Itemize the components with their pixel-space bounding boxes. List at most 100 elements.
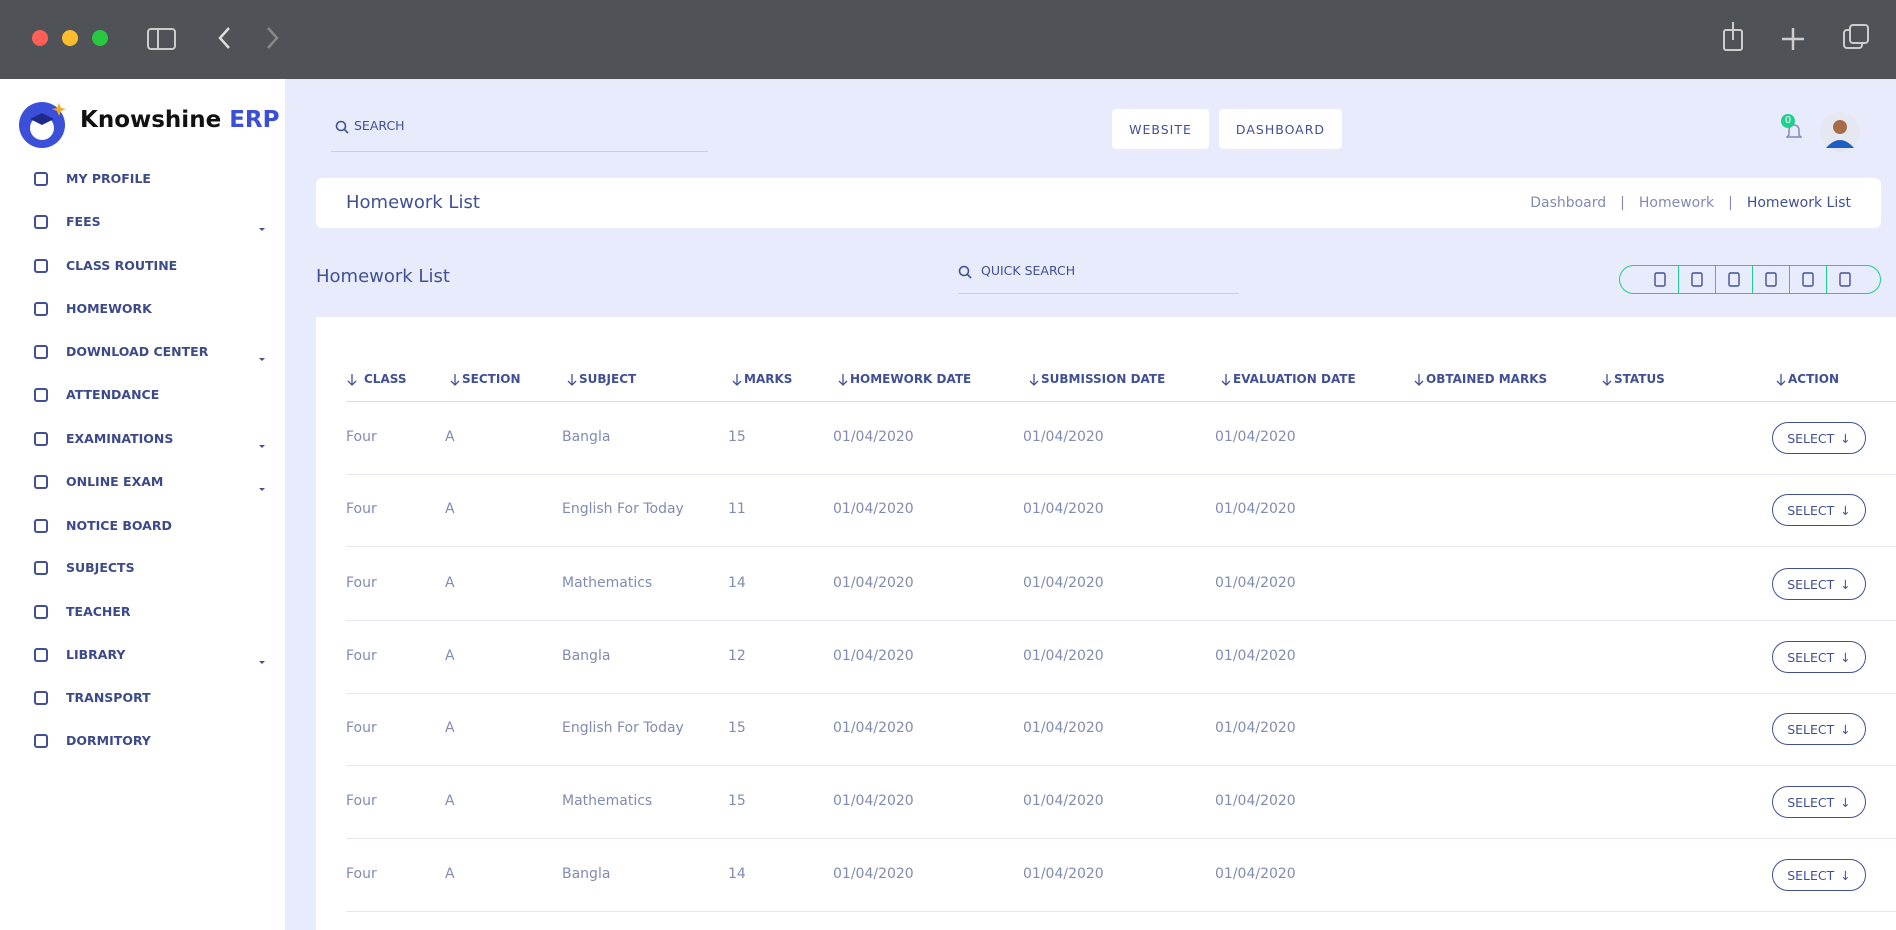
export-button[interactable]: [1835, 270, 1855, 290]
nav-item[interactable]: EXAMINATIONS: [66, 431, 174, 446]
nav-item[interactable]: TRANSPORT: [66, 690, 151, 705]
nav-item[interactable]: MY PROFILE: [66, 171, 151, 186]
table-cell: English For Today: [562, 501, 684, 517]
table-cell: 01/04/2020: [1023, 429, 1104, 445]
table-cell: 14: [728, 575, 746, 591]
sort-arrow-glyph: [1029, 374, 1039, 386]
select-button[interactable]: SELECT ↓: [1772, 568, 1866, 600]
select-button[interactable]: SELECT ↓: [1772, 786, 1866, 818]
quick-search-icon: [958, 264, 972, 279]
nav-item[interactable]: NOTICE BOARD: [66, 518, 172, 533]
export-button-glyph: [1839, 272, 1851, 287]
table-cell: 15: [728, 720, 746, 736]
nav-item[interactable]: FEES: [66, 214, 101, 229]
select-label: SELECT: [1787, 649, 1835, 665]
brand-suffix: ERP: [229, 107, 280, 133]
nav-item[interactable]: ATTENDANCE: [66, 387, 160, 402]
browser-chrome: [0, 0, 1896, 79]
column-header[interactable]: HOMEWORK DATE: [850, 372, 972, 386]
column-header[interactable]: ACTION: [1788, 372, 1839, 386]
sort-arrow[interactable]: [1775, 372, 1787, 386]
breadcrumb-item[interactable]: Homework: [1638, 195, 1715, 211]
quick-search-input[interactable]: QUICK SEARCH: [981, 263, 1076, 278]
export-button[interactable]: [1761, 270, 1781, 290]
table-cell: 15: [728, 793, 746, 809]
nav-item[interactable]: TEACHER: [66, 604, 131, 619]
nav-caret: [258, 218, 266, 231]
avatar[interactable]: [1820, 112, 1860, 152]
sort-arrow-glyph: [347, 374, 357, 386]
column-header[interactable]: SECTION: [462, 372, 521, 386]
nav-item[interactable]: DORMITORY: [66, 733, 151, 748]
sort-arrow[interactable]: [566, 372, 578, 386]
top-button[interactable]: WEBSITE: [1112, 109, 1209, 149]
select-button[interactable]: SELECT ↓: [1772, 713, 1866, 745]
sort-arrow-glyph: [567, 374, 577, 386]
select-arrow: ↓: [1840, 576, 1851, 592]
table-cell: 01/04/2020: [1215, 501, 1296, 517]
column-header[interactable]: STATUS: [1614, 372, 1665, 386]
nav-icon-glyph: [34, 345, 48, 359]
nav-icon: [33, 301, 49, 317]
table-cell: Four: [346, 720, 377, 736]
sort-arrow[interactable]: [449, 372, 461, 386]
breadcrumb-item[interactable]: Dashboard: [1530, 195, 1607, 211]
nav-item[interactable]: ONLINE EXAM: [66, 474, 164, 489]
select-button[interactable]: SELECT ↓: [1772, 422, 1866, 454]
column-header[interactable]: SUBJECT: [579, 372, 637, 386]
bell-icon-glyph: [1785, 124, 1803, 138]
nav-item[interactable]: LIBRARY: [66, 647, 126, 662]
select-arrow: ↓: [1840, 649, 1851, 665]
select-label: SELECT: [1787, 794, 1835, 810]
table-cell: 01/04/2020: [833, 866, 914, 882]
select-button[interactable]: SELECT ↓: [1772, 494, 1866, 526]
export-button[interactable]: [1798, 270, 1818, 290]
select-button[interactable]: SELECT ↓: [1772, 641, 1866, 673]
quick-search-underline: [958, 293, 1239, 294]
select-arrow: ↓: [1840, 721, 1851, 737]
nav-item[interactable]: HOMEWORK: [66, 301, 152, 316]
select-arrow: ↓: [1840, 794, 1851, 810]
nav-icon: [33, 387, 49, 403]
table-cell: A: [445, 429, 455, 445]
row-divider: [346, 474, 1896, 475]
column-header[interactable]: MARKS: [744, 372, 793, 386]
select-label: SELECT: [1787, 430, 1835, 446]
export-divider: [1826, 266, 1827, 293]
sort-arrow[interactable]: [1220, 372, 1232, 386]
sort-arrow[interactable]: [1028, 372, 1040, 386]
nav-icon-glyph: [34, 605, 48, 619]
sort-arrow[interactable]: [731, 372, 743, 386]
sort-arrow[interactable]: [1601, 372, 1613, 386]
sort-arrow[interactable]: [1413, 372, 1425, 386]
export-button[interactable]: [1687, 270, 1707, 290]
table-cell: 01/04/2020: [833, 429, 914, 445]
table-cell: Mathematics: [562, 575, 653, 591]
table-cell: 01/04/2020: [833, 720, 914, 736]
column-header[interactable]: SUBMISSION DATE: [1041, 372, 1166, 386]
table-cell: Four: [346, 429, 377, 445]
column-header[interactable]: EVALUATION DATE: [1233, 372, 1356, 386]
search-input[interactable]: SEARCH: [354, 118, 405, 133]
bell-icon[interactable]: [1785, 122, 1803, 140]
export-button[interactable]: [1650, 270, 1670, 290]
column-header[interactable]: CLASS: [364, 372, 407, 386]
sort-arrow[interactable]: [837, 372, 849, 386]
nav-caret-glyph: [259, 445, 265, 448]
table-cell: Four: [346, 501, 377, 517]
top-button[interactable]: DASHBOARD: [1219, 109, 1342, 149]
table-cell: 12: [728, 648, 746, 664]
sort-arrow-glyph: [732, 374, 742, 386]
select-button[interactable]: SELECT ↓: [1772, 859, 1866, 891]
column-header[interactable]: OBTAINED MARKS: [1426, 372, 1548, 386]
export-button[interactable]: [1724, 270, 1744, 290]
notification-count: 0: [1781, 114, 1795, 128]
nav-item[interactable]: SUBJECTS: [66, 560, 135, 575]
nav-item[interactable]: DOWNLOAD CENTER: [66, 344, 209, 359]
sort-arrow[interactable]: [346, 372, 358, 386]
nav-icon-glyph: [34, 259, 48, 273]
table-cell: 15: [728, 429, 746, 445]
nav-caret-glyph: [259, 228, 265, 231]
nav-item[interactable]: CLASS ROUTINE: [66, 258, 178, 273]
export-divider: [1715, 266, 1716, 293]
